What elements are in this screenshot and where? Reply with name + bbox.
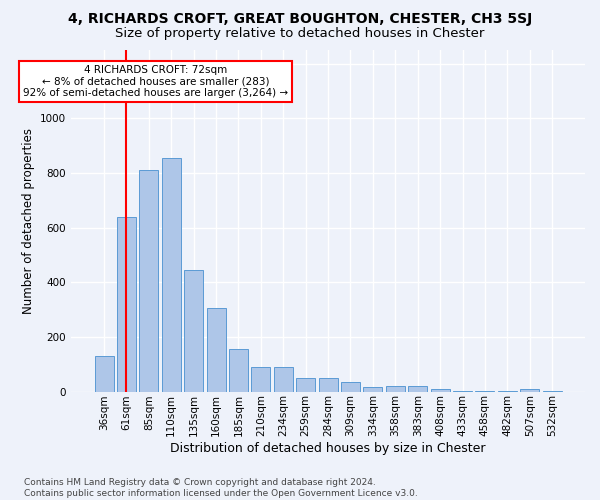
Text: Size of property relative to detached houses in Chester: Size of property relative to detached ho… (115, 28, 485, 40)
Bar (475, 391, 494, 392)
Bar (431, 389, 449, 392)
Bar (364, 388, 382, 392)
Bar (139, 170, 158, 392)
Text: Contains HM Land Registry data © Crown copyright and database right 2024.
Contai: Contains HM Land Registry data © Crown c… (24, 478, 418, 498)
Bar (386, 386, 405, 392)
Bar (341, 382, 360, 392)
X-axis label: Distribution of detached houses by size in Chester: Distribution of detached houses by size … (170, 442, 486, 455)
Y-axis label: Number of detached properties: Number of detached properties (22, 128, 35, 314)
Bar (206, 308, 226, 392)
Bar (453, 391, 472, 392)
Bar (162, 158, 181, 392)
Bar (296, 378, 315, 392)
Bar (274, 367, 293, 392)
Bar (542, 391, 562, 392)
Bar (498, 391, 517, 392)
Bar (95, 356, 113, 392)
Bar (229, 349, 248, 392)
Text: 4, RICHARDS CROFT, GREAT BOUGHTON, CHESTER, CH3 5SJ: 4, RICHARDS CROFT, GREAT BOUGHTON, CHEST… (68, 12, 532, 26)
Bar (251, 367, 271, 392)
Bar (117, 216, 136, 392)
Bar (184, 270, 203, 392)
Text: 4 RICHARDS CROFT: 72sqm
← 8% of detached houses are smaller (283)
92% of semi-de: 4 RICHARDS CROFT: 72sqm ← 8% of detached… (23, 65, 288, 98)
Bar (408, 386, 427, 392)
Bar (319, 378, 338, 392)
Bar (520, 389, 539, 392)
